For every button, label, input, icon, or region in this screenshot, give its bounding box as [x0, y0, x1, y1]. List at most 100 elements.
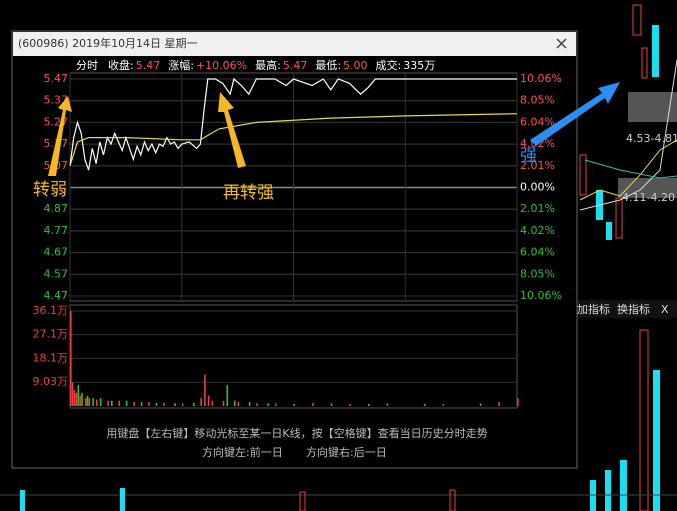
close-icon: [556, 38, 567, 49]
y-tick-label: 36.1万: [33, 304, 69, 317]
volume-bar: [73, 390, 76, 406]
header-value: 5.00: [343, 59, 368, 72]
volume-bar: [70, 311, 72, 406]
volume-bar: [192, 402, 195, 406]
volume-bar: [174, 403, 176, 406]
y2-tick-label: 6.04%: [520, 115, 555, 128]
volume-bar: [133, 402, 135, 406]
y2-tick-label: 10.06%: [520, 72, 562, 85]
ma-line: [579, 139, 677, 201]
close-button[interactable]: [556, 38, 567, 49]
candle: [632, 4, 642, 36]
volume-bar: [349, 403, 351, 406]
volume-bar: [299, 491, 306, 511]
background-chart: 加指标 换指标 X 4.53-4.81 4.11-4.20: [0, 4, 677, 511]
button[interactable]: 换指标: [617, 302, 650, 316]
y2-tick-label: 8.05%: [520, 267, 555, 280]
y2-tick-label: 2.01%: [520, 159, 555, 172]
volume-bar: [639, 329, 649, 511]
y-tick-label: 4.47: [44, 289, 69, 302]
button[interactable]: X: [661, 303, 669, 316]
volume-bar: [79, 395, 81, 406]
toolbar: [577, 300, 677, 318]
candle: [615, 197, 623, 239]
volume-bar: [330, 403, 333, 406]
button[interactable]: 加指标: [577, 302, 610, 316]
y-tick-label: 9.03万: [33, 375, 69, 388]
volume-bar: [312, 402, 314, 406]
annotation: 强: [520, 146, 537, 166]
volume-bar: [274, 403, 277, 406]
volume-bar: [293, 403, 296, 406]
volume-bar: [71, 382, 74, 406]
volume-bar: [248, 402, 251, 406]
arrow: [218, 92, 246, 168]
header-key: 最高:: [255, 58, 281, 72]
annotation: 再转强: [223, 183, 274, 203]
title-bar: [13, 32, 576, 56]
volume-bar: [86, 395, 89, 406]
header-key: 收盘:: [108, 58, 134, 72]
y2-tick-label: 10.06%: [520, 289, 562, 302]
volume-bar: [81, 392, 83, 406]
header-value: 335万: [403, 59, 435, 72]
ma-line: [579, 59, 677, 211]
y2-tick-label: 0.00%: [520, 181, 555, 194]
header: 分时 收盘: 5.47 涨幅: +10.06% 最高: 5.47 最低: 5.00 成交: 335…: [76, 58, 435, 72]
volume-bar: [110, 400, 113, 406]
volume-bar: [233, 400, 236, 406]
volume-bar: [92, 398, 94, 406]
volume-bar: [517, 398, 519, 406]
volume-bar: [155, 402, 158, 406]
range-label: 4.53-4.81: [626, 132, 677, 145]
volume-bar: [163, 402, 165, 406]
price-line: [69, 77, 517, 171]
charts: 4.474.574.674.774.875.075.175.275.375.47…: [33, 72, 562, 406]
volume-bar: [226, 384, 229, 406]
volume-bar: [449, 489, 456, 511]
volume-bar: [498, 402, 500, 406]
volume-bar: [99, 398, 102, 406]
arrow: [530, 82, 620, 146]
arrow: [48, 96, 72, 176]
y-tick-label: 27.1万: [33, 328, 69, 341]
price-line: [69, 113, 518, 166]
candle: [652, 25, 659, 77]
candle: [606, 222, 612, 240]
volume-bar: [84, 398, 87, 406]
window-title: (600986) 2019年10月14日 星期一: [18, 36, 198, 50]
volume-bar: [204, 374, 206, 406]
volume-bar: [386, 403, 389, 406]
hint: 方向键右:后一日: [306, 445, 387, 459]
header-key: 最低:: [315, 59, 341, 72]
candle: [641, 47, 648, 79]
volume-bar: [653, 370, 660, 511]
volume-bar: [368, 403, 370, 406]
volume-bar: [423, 403, 426, 406]
volume-bar: [77, 384, 80, 406]
volume-bar: [75, 392, 78, 406]
y2-tick-label: 4.02%: [520, 224, 555, 237]
popup-window: [11, 30, 578, 469]
ma-line: [584, 159, 677, 179]
header-key: 成交:: [376, 58, 402, 72]
y-tick-label: 4.67: [44, 246, 69, 259]
volume-bar: [88, 398, 91, 406]
range-label: 4.11-4.20: [622, 191, 675, 204]
volume-bar: [107, 400, 109, 406]
header-value: 5.47: [136, 59, 161, 72]
hint: 用键盘【左右键】移动光标至某一日K线，按【空格键】查看当日历史分时走势: [106, 426, 487, 440]
y-tick-label: 5.47: [44, 72, 69, 85]
header-value: 5.47: [283, 59, 308, 72]
y-tick-label: 4.57: [44, 267, 69, 280]
candle: [579, 154, 587, 196]
header-label: 分时: [76, 59, 98, 72]
volume-bar: [211, 400, 214, 406]
volume-bar: [605, 470, 611, 511]
header-key: 涨幅:: [168, 59, 194, 72]
header-value: +10.06%: [196, 59, 247, 72]
volume-bar: [267, 403, 270, 406]
y2-tick-label: 8.05%: [520, 94, 555, 107]
volume-bar: [200, 398, 202, 406]
